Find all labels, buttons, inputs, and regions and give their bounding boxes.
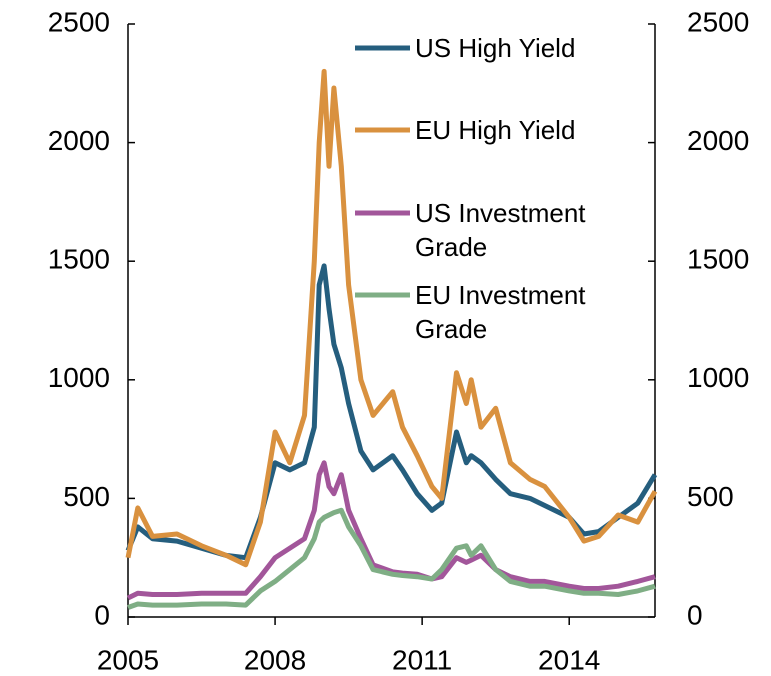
y2-tick-label: 2500 xyxy=(687,6,749,37)
y-tick-label: 1500 xyxy=(48,244,110,275)
y-tick-label: 2500 xyxy=(48,6,110,37)
y2-tick-label: 2000 xyxy=(687,125,749,156)
y-tick-label: 1000 xyxy=(48,362,110,393)
series-line xyxy=(127,507,656,610)
legend-label: EU Investment Grade xyxy=(415,280,586,344)
x-tick-label: 2005 xyxy=(97,644,159,675)
y-tick-label: 500 xyxy=(63,481,110,512)
y-tick-label: 0 xyxy=(94,599,110,630)
y2-tick-label: 1000 xyxy=(687,362,749,393)
x-tick-label: 2008 xyxy=(244,644,306,675)
legend-label: US High Yield xyxy=(415,33,576,63)
legend-label: EU High Yield xyxy=(415,115,576,145)
x-tick-label: 2011 xyxy=(392,644,452,675)
x-tick-label: 2014 xyxy=(538,644,600,675)
y2-tick-label: 1500 xyxy=(687,244,749,275)
y2-tick-label: 500 xyxy=(687,481,734,512)
y-tick-label: 2000 xyxy=(48,125,110,156)
series-line xyxy=(125,68,658,568)
y2-tick-label: 0 xyxy=(687,599,703,630)
legend-label: US Investment Grade xyxy=(415,198,586,262)
